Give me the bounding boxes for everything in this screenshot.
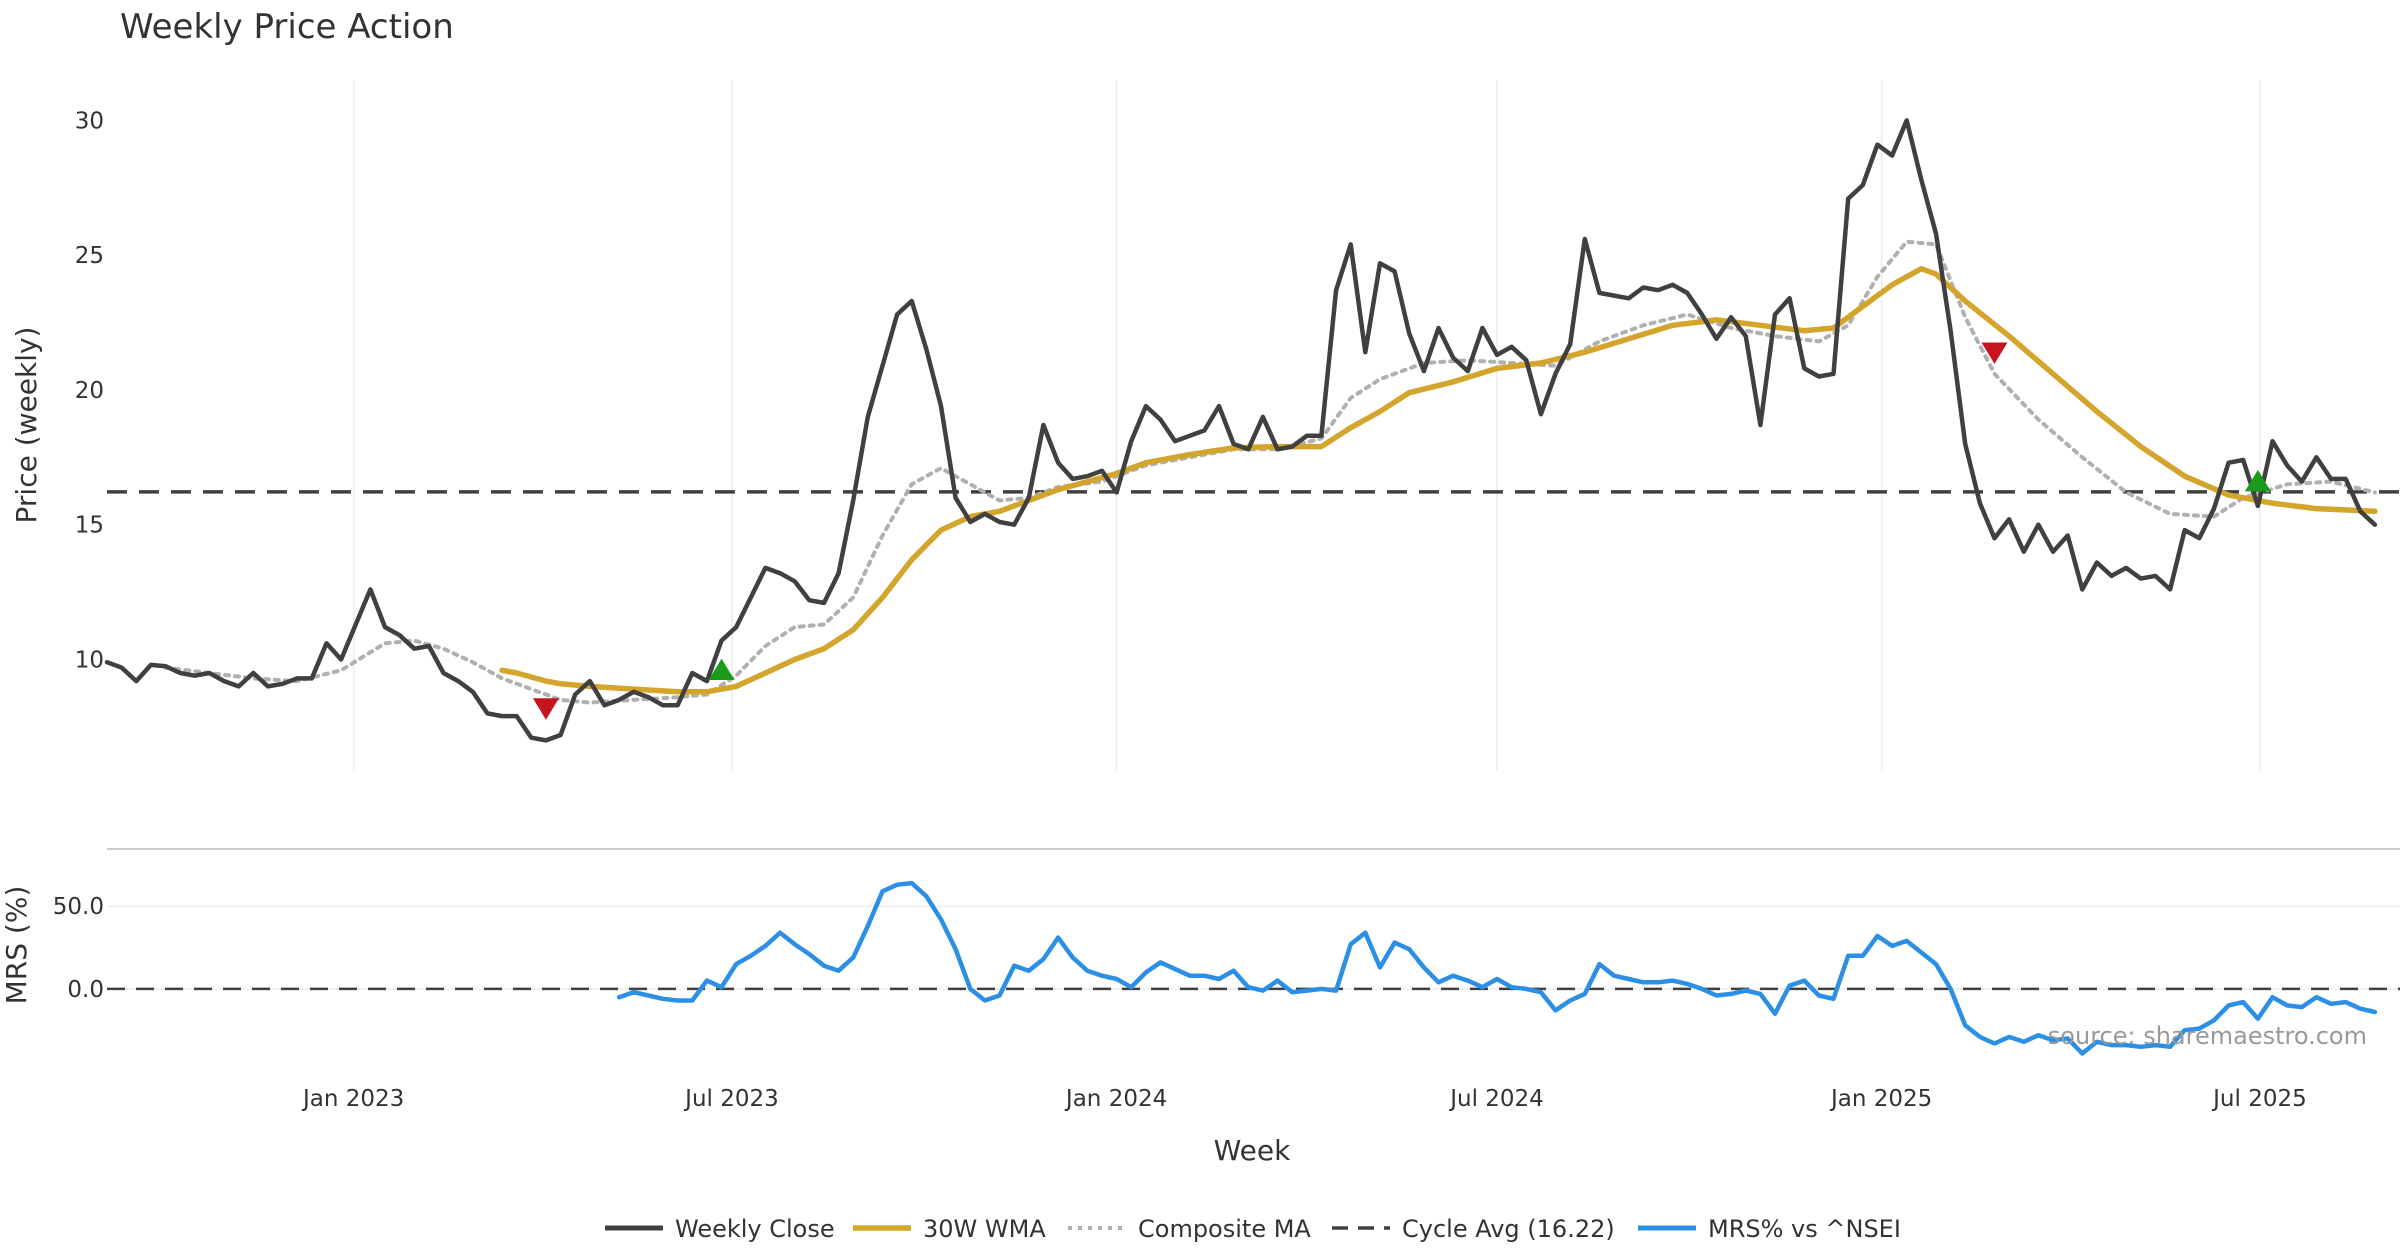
sell-signal-marker	[532, 698, 559, 720]
legend-label-mrs-vs-nsei: MRS% vs ^NSEI	[1708, 1215, 1901, 1243]
price-y-axis-label: Price (weekly)	[10, 327, 43, 524]
legend: Weekly Close 30W WMA Composite MA Cycle Avg…	[605, 1215, 1901, 1243]
x-tick-label: Jul 2023	[683, 1086, 779, 1112]
mrs-panel: 50.0 0.0 MRS (%) source: sharemaestro.com	[0, 880, 2400, 1056]
x-tick-label: Jul 2024	[1448, 1086, 1544, 1112]
mrs-gridlines	[107, 905, 2400, 990]
x-tick-label: Jul 2025	[2211, 1086, 2307, 1112]
series-30w-wma	[499, 265, 2378, 695]
buy-signal-marker	[708, 658, 735, 681]
legend-label-30w-wma: 30W WMA	[923, 1215, 1046, 1243]
x-axis-ticks: Jan 2023 Jul 2023 Jan 2024 Jul 2024 Jan 2025…	[301, 1086, 2307, 1112]
price-y-tick-label: 15	[75, 513, 104, 539]
buy-signal-marker	[2244, 469, 2271, 492]
price-y-tick-label: 25	[75, 243, 104, 269]
mrs-series	[107, 880, 2400, 1056]
x-tick-label: Jan 2023	[301, 1086, 404, 1112]
mrs-y-axis-label: MRS (%)	[0, 886, 33, 1005]
series-weekly-close	[104, 118, 2378, 743]
price-gridlines	[352, 80, 2261, 770]
price-y-tick-label: 30	[75, 108, 104, 134]
x-tick-label: Jan 2024	[1064, 1086, 1167, 1112]
source-watermark: source: sharemaestro.com	[2048, 1022, 2367, 1050]
mrs-y-tick-label: 50.0	[53, 894, 104, 920]
price-y-axis-ticks: 10 15 20 25 30	[75, 108, 104, 673]
legend-label-composite-ma: Composite MA	[1138, 1215, 1311, 1243]
price-y-tick-label: 10	[75, 647, 104, 673]
mrs-y-tick-label: 0.0	[67, 977, 104, 1003]
signal-markers	[532, 342, 2271, 720]
price-y-tick-label: 20	[75, 378, 104, 404]
x-axis-label: Week	[1214, 1134, 1291, 1167]
mrs-y-axis-ticks: 50.0 0.0	[53, 894, 104, 1003]
price-series	[104, 118, 2400, 743]
series-composite-ma	[163, 239, 2377, 705]
chart-title: Weekly Price Action	[120, 7, 454, 47]
legend-label-weekly-close: Weekly Close	[675, 1215, 835, 1243]
legend-label-cycle-avg-16-22: Cycle Avg (16.22)	[1402, 1215, 1615, 1243]
price-panel: 10 15 20 25 30 Price (weekly)	[10, 80, 2400, 770]
x-tick-label: Jan 2025	[1829, 1086, 1932, 1112]
sell-signal-marker	[1981, 342, 2008, 364]
series-mrs-vs-nsei	[616, 880, 2378, 1056]
